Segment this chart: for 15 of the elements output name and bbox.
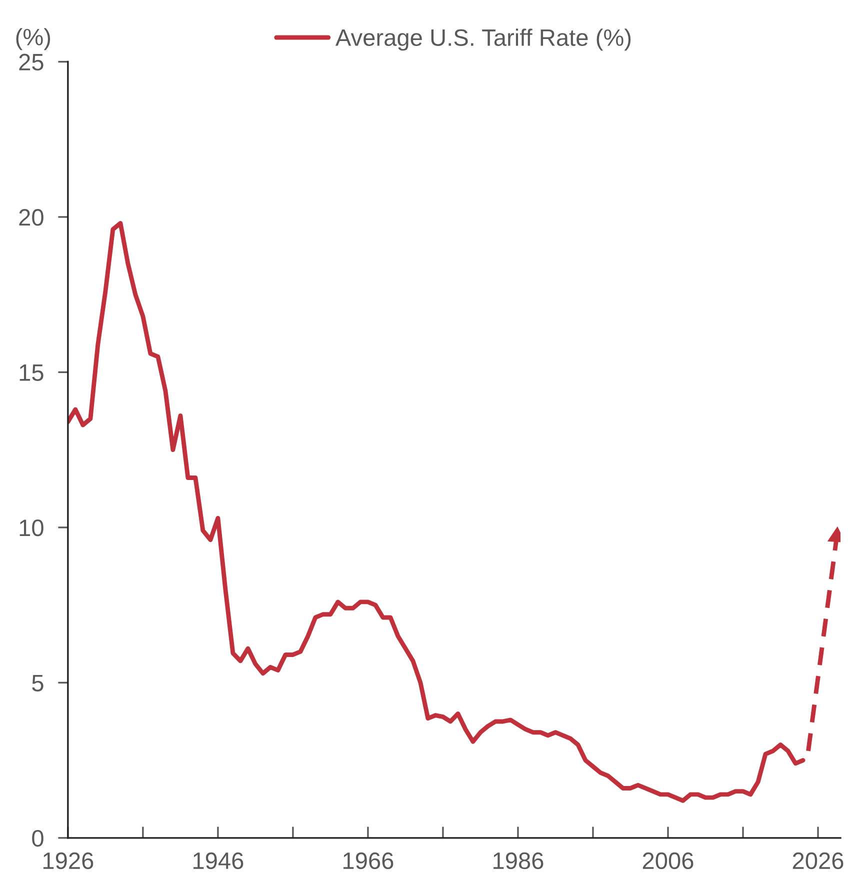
y-tick-label: 0 (32, 830, 44, 847)
x-tick-label: 2026 (792, 852, 844, 870)
y-tick-label: 15 (20, 364, 44, 381)
line-series (68, 220, 806, 803)
y-tick-label: 10 (20, 520, 44, 536)
x-tick-label: 1946 (193, 852, 244, 870)
y-tick-label: 25 (19, 54, 44, 71)
y-tick-label: 20 (19, 209, 44, 226)
x-tick-label: 1966 (343, 852, 394, 870)
x-tick-label: 1926 (43, 852, 94, 870)
x-tick-label: 1986 (494, 852, 544, 870)
y-axis-title: (%) (16, 28, 50, 50)
y-tick-label: 5 (32, 674, 44, 692)
legend-label: Average U.S. Tariff Rate (%) (335, 28, 631, 51)
x-tick-label: 2006 (642, 852, 694, 870)
